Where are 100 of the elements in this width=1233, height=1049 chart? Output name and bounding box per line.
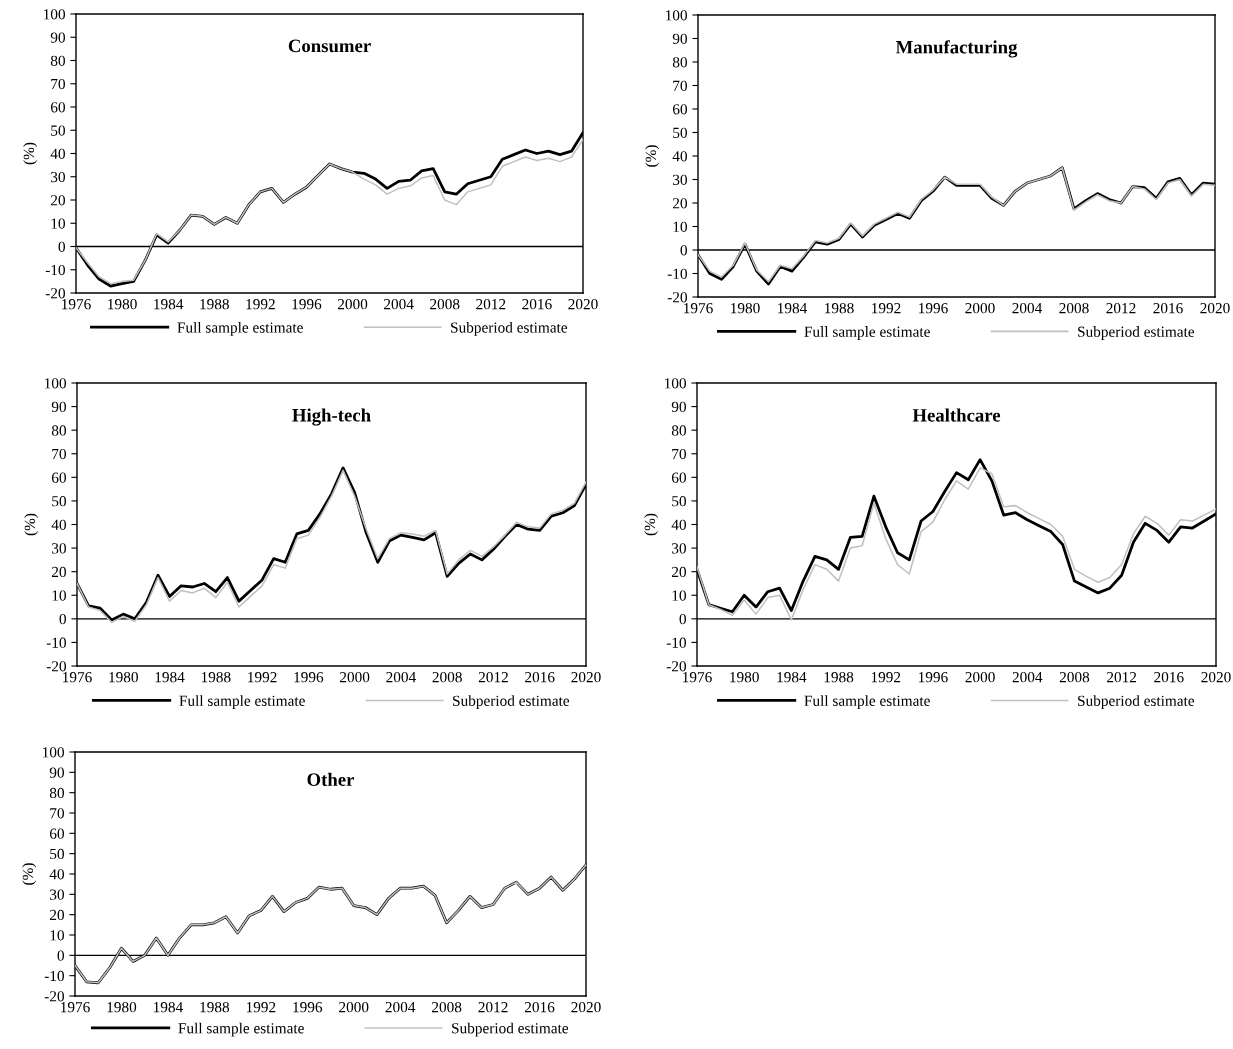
x-tick-label: 1996 xyxy=(918,672,948,683)
y-tick-label: 40 xyxy=(671,519,686,530)
legend-label: Full sample estimate xyxy=(804,326,930,340)
y-tick-label: 10 xyxy=(50,930,64,941)
x-tick-label: 1976 xyxy=(62,299,91,310)
x-tick-label: 2004 xyxy=(1012,303,1043,314)
y-tick-label: 100 xyxy=(665,378,686,389)
y-tick-label: -10 xyxy=(667,268,687,279)
y-tick-label: 70 xyxy=(52,448,66,460)
y-tick-label: -10 xyxy=(666,637,686,648)
y-tick-label: 20 xyxy=(49,909,64,921)
y-tick-label: 0 xyxy=(59,613,66,625)
y-axis-title: (%) xyxy=(644,513,659,536)
legend-label: Full sample estimate xyxy=(178,1022,304,1037)
y-axis-title: (%) xyxy=(22,863,37,885)
y-tick-label: 60 xyxy=(51,472,66,483)
x-tick-label: 2000 xyxy=(965,303,995,314)
y-tick-label: -20 xyxy=(45,288,65,299)
y-tick-label: 60 xyxy=(671,472,686,483)
text: High-tech xyxy=(292,408,371,426)
y-tick-label: 100 xyxy=(44,9,65,20)
legend-label: Subperiod estimate xyxy=(1078,695,1195,710)
x-tick-label: 2008 xyxy=(432,1002,462,1013)
x-tick-label: 2008 xyxy=(432,672,462,683)
y-tick-label: 20 xyxy=(50,195,65,206)
y-tick-label: 30 xyxy=(52,543,66,554)
y-tick-label: 100 xyxy=(43,747,64,758)
x-tick-label: 2020 xyxy=(571,1002,601,1013)
y-tick-label: 0 xyxy=(57,950,64,961)
y-tick-label: 10 xyxy=(52,590,66,601)
y-tick-label: 10 xyxy=(51,218,65,229)
y-tick-label: 80 xyxy=(51,425,66,436)
y-tick-label: 100 xyxy=(45,378,66,389)
x-tick-label: 2000 xyxy=(965,672,995,683)
y-tick-label: -20 xyxy=(666,661,686,672)
x-tick-label: 1992 xyxy=(246,299,275,310)
y-tick-label: 60 xyxy=(672,104,687,115)
x-tick-label: 1984 xyxy=(777,672,807,683)
y-axis-title: (%) xyxy=(24,513,39,536)
x-tick-label: 1984 xyxy=(778,303,808,314)
x-tick-label: 1976 xyxy=(61,1002,90,1013)
y-tick-label: 0 xyxy=(680,245,687,256)
x-tick-label: 2004 xyxy=(385,1002,416,1013)
x-tick-label: 1988 xyxy=(200,299,229,310)
legend-label: Subperiod estimate xyxy=(451,321,568,336)
y-tick-label: 50 xyxy=(51,125,65,136)
y-tick-label: -20 xyxy=(44,991,64,1002)
x-tick-label: 1992 xyxy=(246,1002,276,1013)
x-tick-label: 2016 xyxy=(1153,303,1183,314)
y-tick-label: -20 xyxy=(46,661,66,672)
y-tick-label: -10 xyxy=(46,637,66,648)
y-tick-label: 10 xyxy=(672,590,686,601)
x-tick-label: 2012 xyxy=(476,299,506,310)
x-tick-label: 2004 xyxy=(384,299,414,310)
x-tick-label: 1988 xyxy=(200,1002,230,1013)
y-tick-label: 30 xyxy=(50,889,64,900)
legend-label: Subperiod estimate xyxy=(453,695,570,710)
y-tick-label: 90 xyxy=(50,32,65,43)
y-tick-label: -10 xyxy=(45,264,65,276)
y-tick-label: 40 xyxy=(50,148,65,159)
y-tick-label: 50 xyxy=(52,496,66,507)
x-tick-label: 1992 xyxy=(248,672,277,683)
y-tick-label: 40 xyxy=(49,869,64,880)
x-tick-label: 2012 xyxy=(1107,672,1137,683)
x-tick-label: 2000 xyxy=(340,672,370,683)
x-tick-label: 1992 xyxy=(871,672,901,683)
x-tick-label: 1996 xyxy=(293,1002,323,1013)
x-tick-label: 1988 xyxy=(201,672,231,683)
y-tick-label: 80 xyxy=(672,57,687,68)
x-tick-label: 2016 xyxy=(1154,672,1184,683)
y-tick-label: 90 xyxy=(51,401,66,413)
x-tick-label: 2000 xyxy=(339,1002,369,1013)
y-tick-label: 20 xyxy=(671,566,686,578)
y-tick-label: 70 xyxy=(673,80,687,91)
y-tick-label: 50 xyxy=(50,848,64,860)
legend-label: Full sample estimate xyxy=(179,695,305,710)
x-tick-label: 2012 xyxy=(478,1002,508,1013)
text: Healthcare xyxy=(912,408,1001,422)
x-tick-label: 2008 xyxy=(430,299,460,310)
x-tick-label: 1984 xyxy=(153,1002,183,1013)
y-axis-title: (%) xyxy=(645,145,660,167)
legend-label: Subperiod estimate xyxy=(452,1022,569,1037)
x-tick-label: 2008 xyxy=(1059,303,1089,314)
x-tick-label: 2012 xyxy=(1106,303,1136,314)
x-tick-label: 2008 xyxy=(1059,672,1090,683)
y-tick-label: 50 xyxy=(672,496,686,507)
x-tick-label: 1996 xyxy=(292,299,322,310)
y-tick-label: 40 xyxy=(51,519,66,530)
x-tick-label: 1996 xyxy=(294,672,324,683)
x-tick-label: 2020 xyxy=(571,672,601,683)
y-tick-label: 100 xyxy=(666,10,687,21)
x-tick-label: 2020 xyxy=(1201,672,1231,683)
x-tick-label: 1980 xyxy=(107,1002,137,1013)
y-tick-label: 0 xyxy=(58,241,65,252)
x-tick-label: 2012 xyxy=(478,672,508,683)
x-tick-label: 1988 xyxy=(825,303,854,314)
x-tick-label: 1980 xyxy=(109,672,138,683)
y-tick-label: 20 xyxy=(672,198,687,209)
x-tick-label: 2020 xyxy=(568,299,598,310)
y-tick-label: 90 xyxy=(672,33,687,44)
